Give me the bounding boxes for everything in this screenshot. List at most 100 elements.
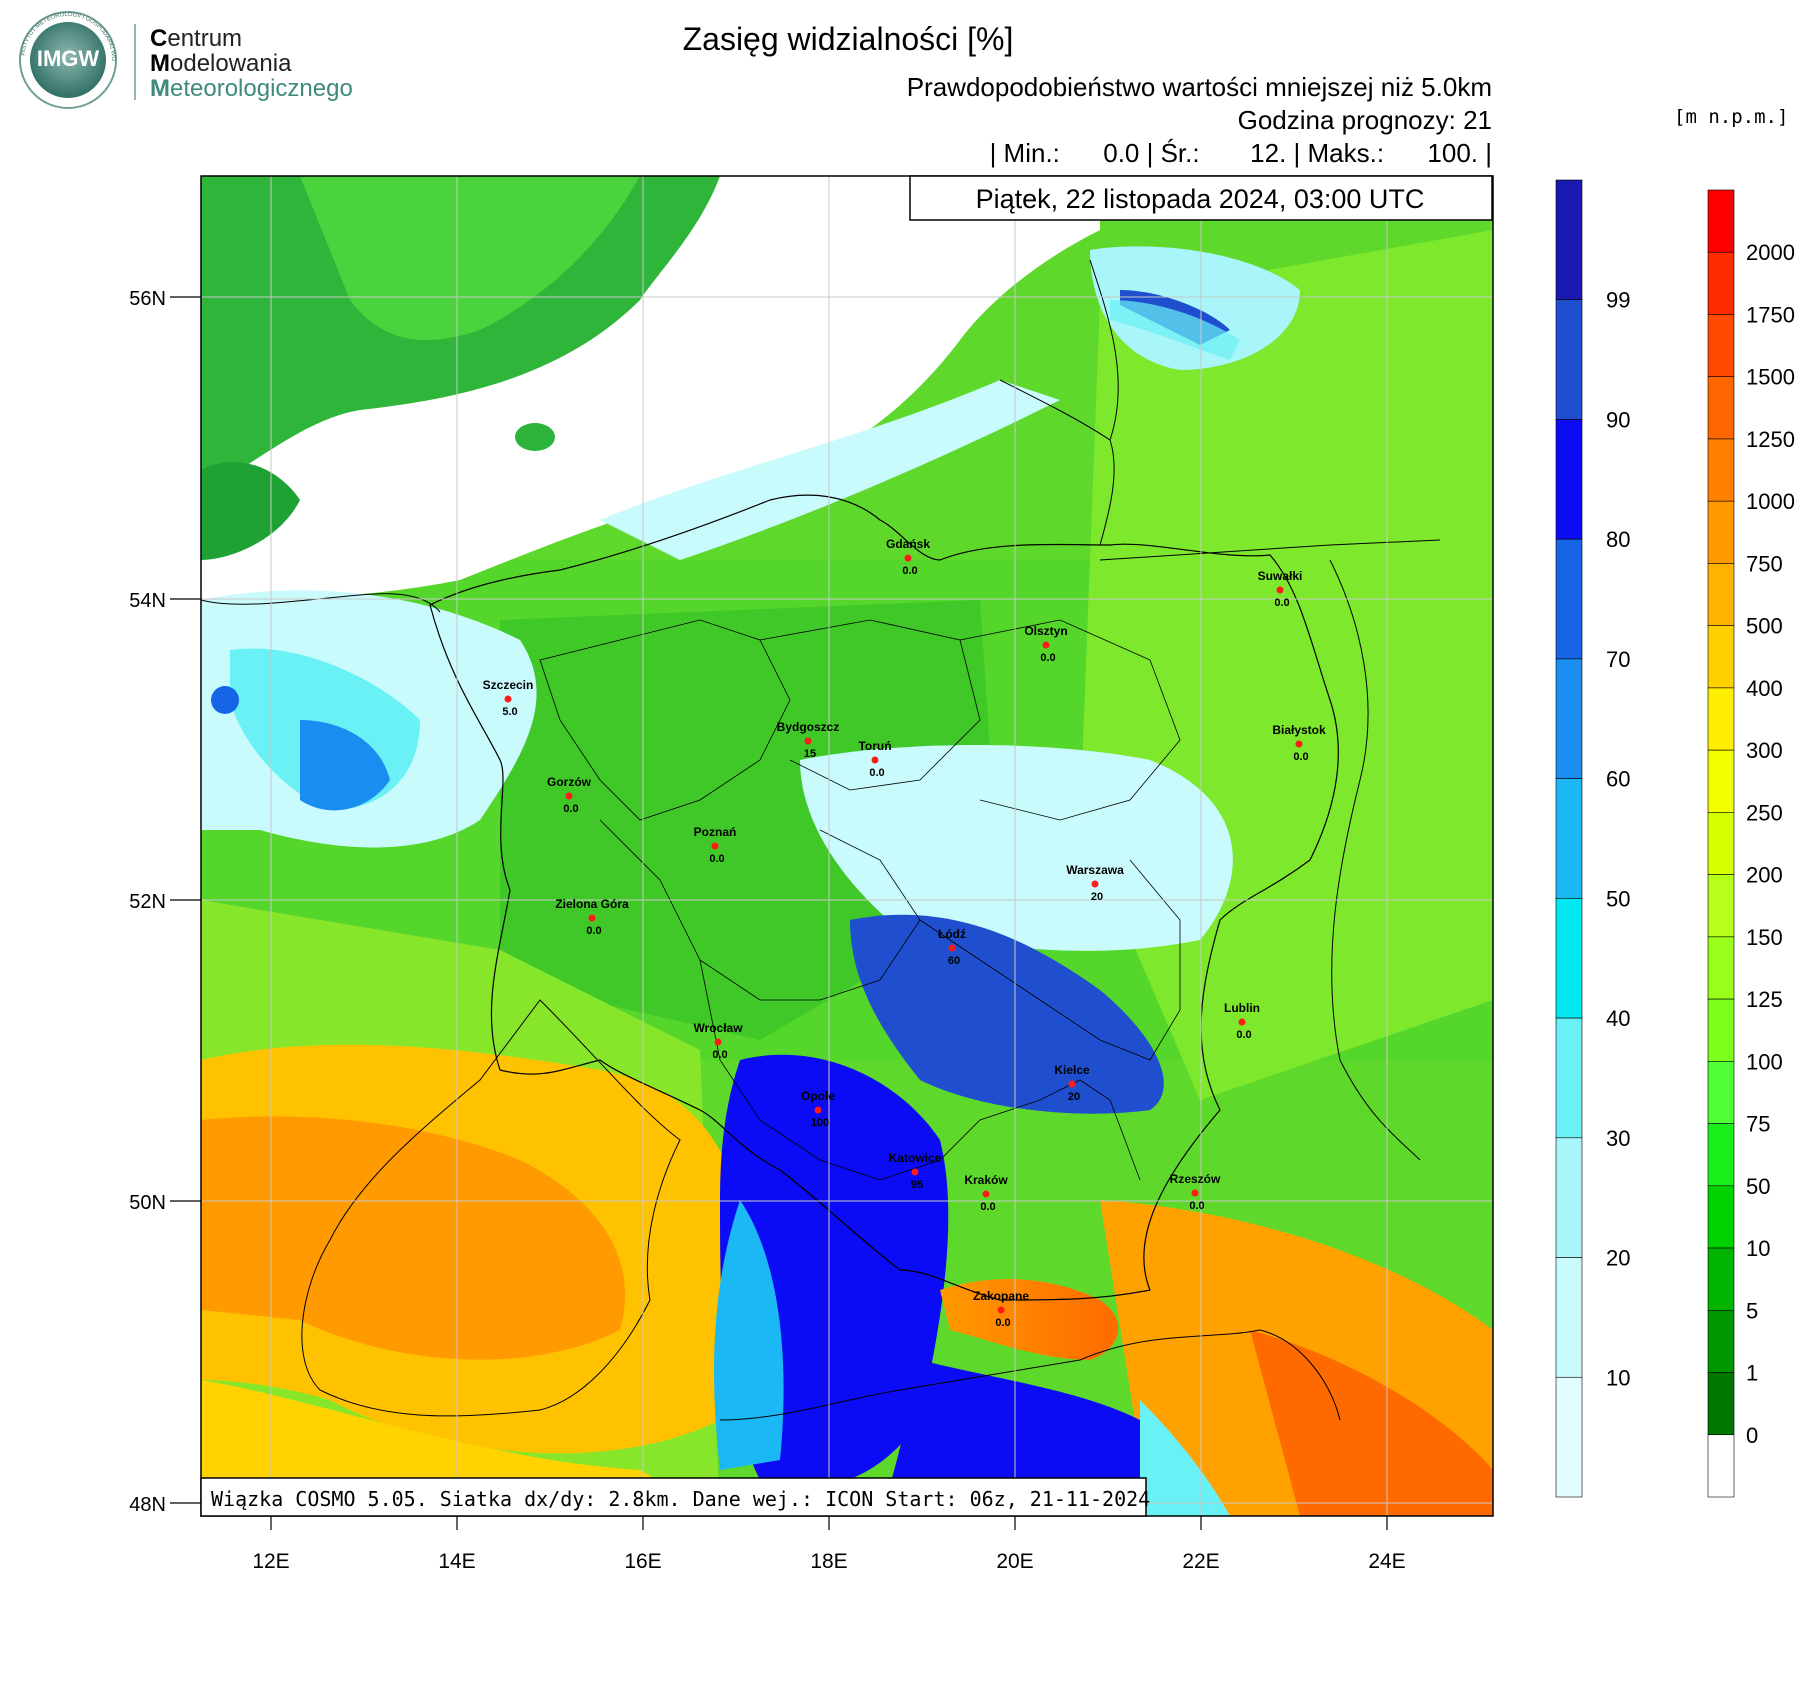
city-name: Zielona Góra [555,897,629,911]
city-name: Poznań [694,825,737,839]
logo-emblem-icon [30,22,106,98]
slovakia-fog-edge [1140,1400,1230,1516]
city-name: Toruń [858,739,891,753]
borders [201,259,1441,1421]
map: Piątek, 22 listopada 2024, 03:00 UTC Wią… [129,175,1494,1573]
city-value: 0.0 [1274,597,1289,609]
model-info-box [200,1477,1147,1517]
height-label: 400 [1746,676,1783,701]
city-dot [565,792,573,800]
city-2: Suwałki 0.0 [1258,569,1303,609]
city-11: Zielona Góra 0.0 [555,897,629,937]
height-swatch [1707,1309,1735,1373]
city-value: 0.0 [712,1049,727,1061]
pomerania-fog-core [300,720,390,811]
city-dot [1091,880,1099,888]
bornholm-island [515,423,555,451]
height-label: 1 [1746,1361,1758,1386]
city-value: 20 [1068,1091,1080,1103]
height-swatch [1707,314,1735,378]
prob-swatch [1555,1137,1583,1258]
stats-line: | Min.: 0.0 | Śr.: 12. | Maks.: 100. | [990,138,1492,168]
prob-swatch [1555,778,1583,899]
city-value: 0.0 [709,853,724,865]
height-swatch [1707,438,1735,502]
date-box [909,175,1493,221]
city-value: 0.0 [902,565,917,577]
prob-label: 20 [1606,1246,1630,1271]
sweden-land-inner [300,176,640,340]
city-name: Szczecin [483,678,534,692]
map-fields [201,176,1493,1516]
height-label: 750 [1746,551,1783,576]
voivodeship-borders-6 [699,959,1141,1181]
height-label: 150 [1746,925,1783,950]
city-dot [911,1168,919,1176]
city-name: Rzeszów [1170,1172,1221,1186]
city-5: Bydgoszcz 15 [777,720,840,760]
lat-label: 54N [129,590,166,612]
city-14: Wrocław 0.0 [693,1021,743,1061]
czech-orange-core [201,1116,626,1360]
city-dot [711,842,719,850]
city-name: Lublin [1224,1001,1260,1015]
central-fog-zone [800,745,1233,951]
height-swatch [1707,749,1735,813]
height-label: 200 [1746,863,1783,888]
height-swatch [1707,563,1735,626]
city-17: Katowice 95 [889,1151,942,1191]
height-swatch [1707,812,1735,875]
graticule [201,176,1493,1516]
city-name: Kraków [964,1173,1008,1187]
city-name: Opole [801,1089,835,1103]
belarus-ukraine-border [1329,559,1421,1161]
city-name: Warszawa [1066,863,1124,877]
city-value: 0.0 [980,1201,995,1213]
prob-label: 80 [1606,527,1630,552]
prob-label: 90 [1606,407,1630,432]
height-label: 2000 [1746,240,1795,265]
czech-border [301,999,681,1417]
height-label: 0 [1746,1423,1758,1448]
slovakia-fog-core [880,1360,1140,1516]
forecast-date: Piątek, 22 listopada 2024, 03:00 UTC [976,184,1425,214]
forecast-hour: Godzina prognozy: 21 [1238,105,1492,135]
city-19: Rzeszów 0.0 [1170,1172,1221,1212]
height-swatch [1707,687,1735,751]
lat-label: 48N [129,1494,166,1516]
height-label: 100 [1746,1049,1783,1074]
chart-title: Zasięg widzialności [%] [683,21,1014,57]
city-6: Toruń 0.0 [858,739,891,779]
city-name: Katowice [889,1151,942,1165]
probability-colorbar: 99 90 80 70 60 50 40 30 20 10 [1555,179,1630,1498]
city-dot [588,914,596,922]
height-label: 75 [1746,1112,1770,1137]
slovakia-border [719,1329,1341,1421]
lon-label: 16E [624,1550,661,1573]
city-name: Wrocław [693,1021,743,1035]
city-value: 100 [811,1117,829,1129]
prob-label: 30 [1606,1126,1630,1151]
city-markers: Gdańsk 0.0 Suwałki 0.0 Olsztyn 0.0 Szczecin 5.0… [483,537,1326,1329]
coastal-fog-band [600,380,1060,560]
height-swatch [1707,625,1735,689]
lon-label: 22E [1182,1550,1219,1573]
height-swatch [1707,1247,1735,1311]
city-value: 0.0 [563,803,578,815]
height-label: 1750 [1746,302,1795,327]
city-value: 95 [911,1179,923,1191]
city-dot [997,1306,1005,1314]
city-7: Białystok 0.0 [1272,723,1326,763]
city-dot [714,1038,722,1046]
height-label: 300 [1746,738,1783,763]
city-3: Olsztyn 0.0 [1024,624,1067,664]
city-name: Kielce [1054,1063,1090,1077]
lon-label: 18E [810,1550,847,1573]
city-12: Łódź 60 [938,927,966,967]
city-value: 0.0 [1040,652,1055,664]
city-dot [1295,740,1303,748]
city-name: Suwałki [1258,569,1303,583]
city-10: Warszawa 20 [1066,863,1124,903]
curonian-spit [1089,259,1119,441]
city-1: Gdańsk 0.0 [886,537,930,577]
